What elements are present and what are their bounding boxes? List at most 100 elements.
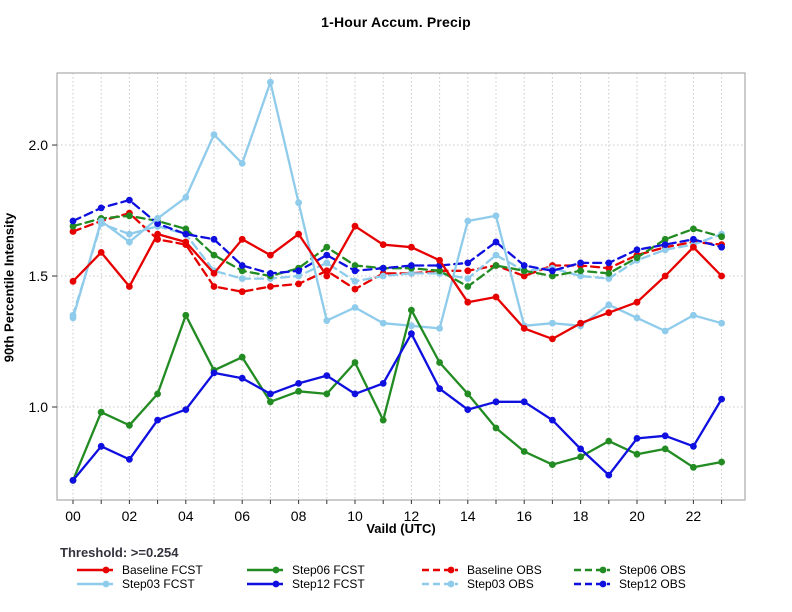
series-point-baseline-fcst xyxy=(492,293,500,301)
series-point-step06-fcst xyxy=(351,359,359,366)
series-point-step12-fcst xyxy=(549,416,556,424)
series-point-step06-obs xyxy=(718,233,725,241)
series-point-step12-fcst xyxy=(408,330,415,338)
legend-swatch xyxy=(247,566,283,574)
x-tick-label: 22 xyxy=(686,508,702,524)
legend-label: Step12 FCST xyxy=(292,576,365,591)
series-point-baseline-obs xyxy=(520,272,528,280)
series-point-step12-fcst xyxy=(125,456,133,463)
legend-swatch xyxy=(574,566,610,574)
series-point-baseline-fcst xyxy=(605,309,613,317)
series-point-step06-fcst xyxy=(379,416,387,424)
series-point-step03-fcst xyxy=(210,131,218,139)
legend-swatch xyxy=(77,580,113,588)
series-point-step06-obs xyxy=(690,225,697,233)
series-point-step06-obs xyxy=(605,270,613,277)
series-point-step06-fcst xyxy=(97,408,105,416)
series-point-step03-obs xyxy=(379,272,387,280)
series-point-baseline-fcst xyxy=(436,256,443,264)
series-point-step06-obs xyxy=(577,267,584,275)
series-point-baseline-fcst xyxy=(549,335,556,343)
series-point-baseline-fcst xyxy=(210,270,218,277)
series-point-baseline-fcst xyxy=(690,243,697,251)
series-point-step12-fcst xyxy=(295,380,302,387)
series-point-step03-fcst xyxy=(633,314,641,322)
series-point-step06-fcst xyxy=(408,306,415,314)
series-point-step06-fcst xyxy=(323,390,331,398)
series-point-baseline-fcst xyxy=(97,249,105,256)
series-point-step03-fcst xyxy=(323,317,331,324)
series-point-baseline-fcst xyxy=(464,298,472,306)
series-point-step03-fcst xyxy=(125,238,133,246)
series-point-step12-obs xyxy=(520,262,528,269)
series-point-step03-fcst xyxy=(154,215,162,222)
series-point-step12-fcst xyxy=(182,406,190,413)
series-point-step06-fcst xyxy=(633,450,641,458)
legend-swatch xyxy=(422,580,458,588)
series-point-step03-obs xyxy=(238,275,246,282)
series-point-step06-obs xyxy=(69,222,77,230)
series-point-baseline-fcst xyxy=(182,238,190,246)
series-point-step12-obs xyxy=(633,246,641,254)
series-point-step12-fcst xyxy=(267,390,274,398)
series-point-step06-obs xyxy=(464,283,472,290)
legend-label: Step06 FCST xyxy=(292,562,365,577)
series-point-step12-obs xyxy=(97,204,105,212)
series-point-baseline-fcst xyxy=(323,272,331,280)
x-tick-label: 18 xyxy=(573,508,589,524)
series-point-step12-fcst xyxy=(97,442,105,450)
series-point-step12-obs xyxy=(690,235,697,243)
legend-label: Step03 FCST xyxy=(122,576,195,591)
series-point-step12-fcst xyxy=(351,390,359,398)
series-point-step06-obs xyxy=(436,267,443,275)
legend-item-baseline-fcst: Baseline FCST xyxy=(75,561,203,577)
series-point-baseline-obs xyxy=(605,264,613,272)
series-point-step12-obs xyxy=(661,241,669,249)
series-point-step03-fcst xyxy=(549,319,556,327)
legend-swatch xyxy=(77,566,113,574)
x-tick-label: 20 xyxy=(629,508,645,524)
series-point-step12-obs xyxy=(267,270,274,277)
legend-swatch xyxy=(247,580,283,588)
series-point-baseline-fcst xyxy=(69,277,77,285)
series-point-step06-obs xyxy=(182,225,190,233)
series-line-step03-fcst xyxy=(71,81,723,333)
series-point-step03-fcst xyxy=(351,304,359,311)
x-tick-label: 04 xyxy=(178,508,194,524)
series-point-step12-fcst xyxy=(69,477,77,484)
series-point-baseline-fcst xyxy=(577,319,584,327)
series-point-step06-obs xyxy=(633,254,641,262)
legend-label: Baseline FCST xyxy=(122,562,203,577)
series-point-step12-fcst xyxy=(238,374,246,382)
x-axis-title: Vaild (UTC) xyxy=(366,521,436,536)
legend-item-step06-obs: Step06 OBS xyxy=(572,561,686,577)
series-point-baseline-fcst xyxy=(379,241,387,249)
series-point-step12-obs xyxy=(718,243,725,251)
series-line-baseline-obs xyxy=(71,212,723,293)
series-point-step06-fcst xyxy=(125,421,133,429)
series-line-baseline-fcst xyxy=(71,225,723,341)
series-line-step06-fcst xyxy=(71,308,723,482)
series-point-step03-obs xyxy=(577,272,584,280)
series-point-step03-obs xyxy=(351,277,359,285)
series-point-step03-fcst xyxy=(97,217,105,225)
x-tick-label: 10 xyxy=(347,508,363,524)
y-tick-label: 1.0 xyxy=(29,399,49,415)
series-point-baseline-fcst xyxy=(351,222,359,230)
series-point-step12-fcst xyxy=(492,398,500,406)
y-tick-label: 2.0 xyxy=(29,137,49,153)
series-point-step06-obs xyxy=(549,272,556,280)
legend-label: Step12 OBS xyxy=(619,576,686,591)
legend-item-step06-fcst: Step06 FCST xyxy=(245,561,365,577)
x-tick-label: 02 xyxy=(122,508,138,524)
series-point-step06-fcst xyxy=(549,461,556,468)
series-point-step03-fcst xyxy=(69,314,77,322)
threshold-label: Threshold: >=0.254 xyxy=(60,545,179,560)
series-point-step03-obs xyxy=(323,259,331,267)
series-point-step12-obs xyxy=(323,251,331,259)
series-point-step06-fcst xyxy=(182,311,190,319)
series-point-baseline-fcst xyxy=(125,283,133,290)
x-tick-label: 08 xyxy=(291,508,307,524)
